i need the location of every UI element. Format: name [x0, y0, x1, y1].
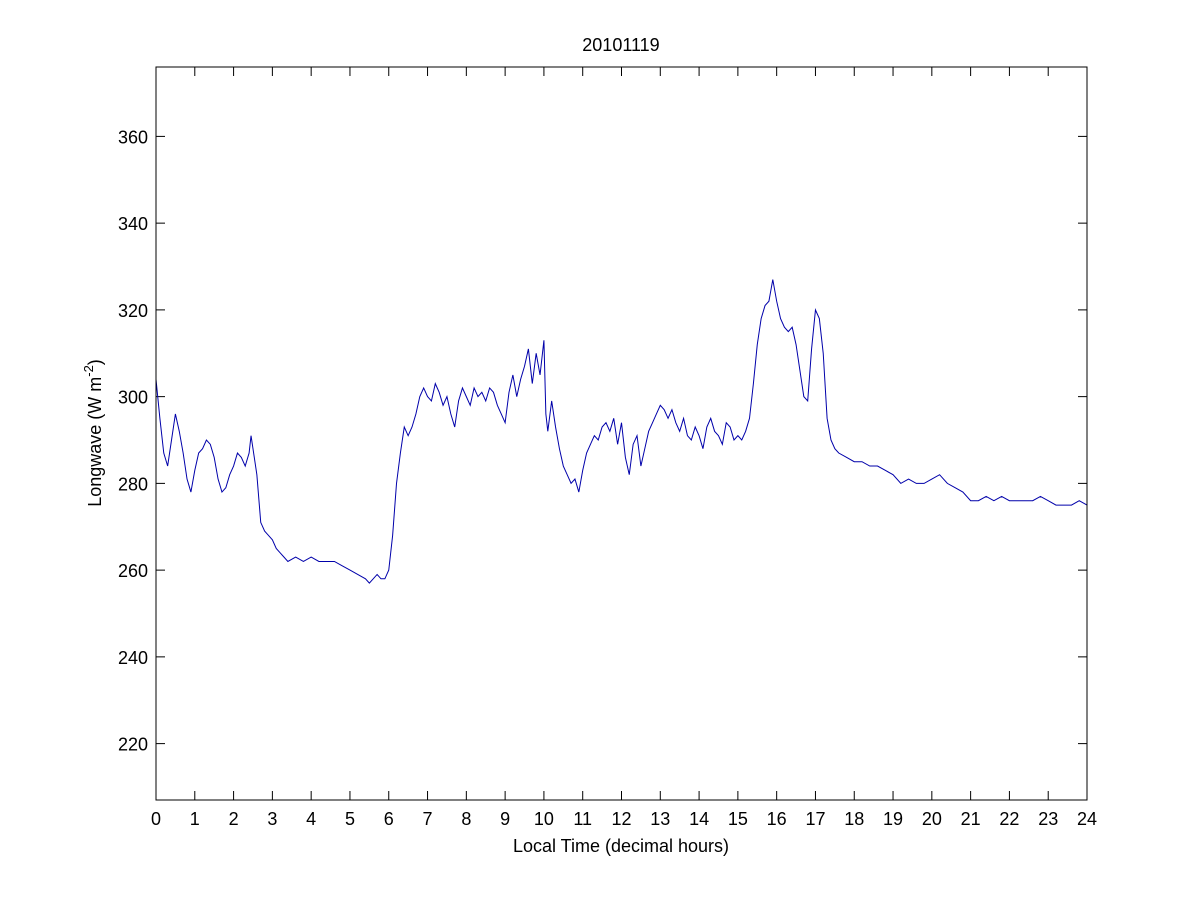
x-tick-label: 4 [306, 809, 316, 829]
y-axis-label: Longwave (W m-2) [81, 359, 105, 507]
x-tick-label: 20 [922, 809, 942, 829]
x-tick-label: 9 [500, 809, 510, 829]
y-tick-label: 240 [118, 648, 148, 668]
x-tick-label: 21 [961, 809, 981, 829]
y-tick-label: 340 [118, 214, 148, 234]
x-tick-label: 5 [345, 809, 355, 829]
y-tick-label: 220 [118, 735, 148, 755]
y-axis-label-close: ) [85, 359, 105, 365]
tick-labels: 0 1 2 3 4 5 6 7 8 9 10 11 12 13 14 15 16 17 18 19 20 21 22 23 24… [118, 127, 1097, 829]
x-tick-label: 23 [1038, 809, 1058, 829]
x-tick-label: 14 [689, 809, 709, 829]
x-tick-label: 12 [611, 809, 631, 829]
x-tick-label: 22 [999, 809, 1019, 829]
x-axis-label: Local Time (decimal hours) [513, 836, 729, 856]
series-line [155, 279, 1088, 584]
y-axis-label-main: Longwave (W m [85, 377, 105, 507]
x-tick-label: 16 [767, 809, 787, 829]
x-tick-label: 18 [844, 809, 864, 829]
x-tick-label: 6 [384, 809, 394, 829]
chart-title: 20101119 [582, 35, 659, 55]
x-tick-label: 2 [229, 809, 239, 829]
x-tick-label: 8 [461, 809, 471, 829]
x-tick-label: 15 [728, 809, 748, 829]
plot-frame [155, 66, 1088, 801]
x-tick-label: 17 [805, 809, 825, 829]
x-tick-label: 13 [650, 809, 670, 829]
x-tick-label: 24 [1077, 809, 1097, 829]
plot-area [156, 67, 1087, 800]
x-tick-label: 1 [190, 809, 200, 829]
x-tick-label: 19 [883, 809, 903, 829]
x-tick-label: 10 [534, 809, 554, 829]
x-tick-label: 0 [151, 809, 161, 829]
y-axis-label-exponent: -2 [81, 365, 96, 377]
y-tick-label: 260 [118, 561, 148, 581]
y-tick-label: 320 [118, 301, 148, 321]
y-tick-label: 360 [118, 127, 148, 147]
y-tick-label: 300 [118, 388, 148, 408]
y-tick-label: 280 [118, 474, 148, 494]
x-tick-label: 7 [423, 809, 433, 829]
tick-marks [155, 67, 1088, 800]
x-tick-label: 3 [267, 809, 277, 829]
x-tick-label: 11 [573, 809, 592, 829]
